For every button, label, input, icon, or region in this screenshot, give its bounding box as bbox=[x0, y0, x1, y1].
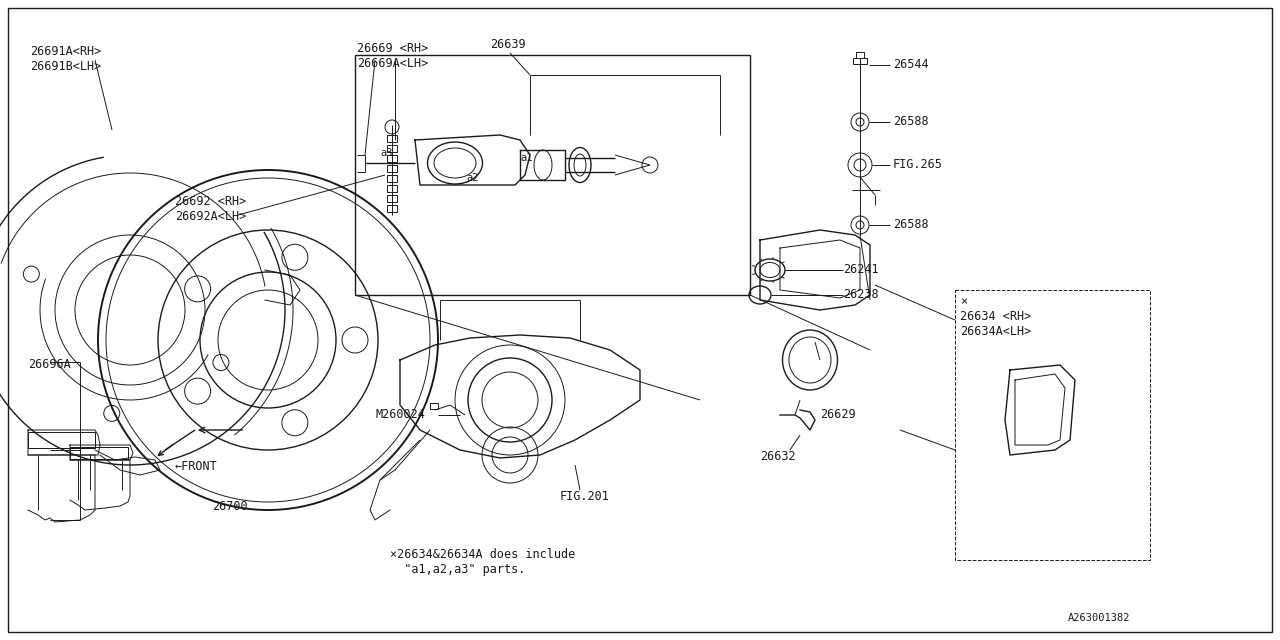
Text: 26588: 26588 bbox=[893, 115, 928, 128]
Text: 26588: 26588 bbox=[893, 218, 928, 231]
Bar bbox=[387, 205, 397, 212]
Bar bbox=[28, 432, 95, 448]
Bar bbox=[856, 52, 864, 58]
Bar bbox=[387, 165, 397, 172]
Text: 26700: 26700 bbox=[212, 500, 247, 513]
Text: 26634A<LH>: 26634A<LH> bbox=[960, 325, 1032, 338]
Text: 26692A<LH>: 26692A<LH> bbox=[175, 210, 246, 223]
Text: 26696A: 26696A bbox=[28, 358, 70, 371]
Bar bbox=[387, 185, 397, 192]
Text: FIG.201: FIG.201 bbox=[561, 490, 609, 503]
Text: ×: × bbox=[960, 295, 968, 308]
Text: 26691B<LH>: 26691B<LH> bbox=[29, 60, 101, 73]
Text: FIG.265: FIG.265 bbox=[893, 158, 943, 171]
Text: ×26634&26634A does include: ×26634&26634A does include bbox=[390, 548, 575, 561]
Text: 26669A<LH>: 26669A<LH> bbox=[357, 57, 429, 70]
Text: a1: a1 bbox=[520, 153, 532, 163]
Text: 26634 <RH>: 26634 <RH> bbox=[960, 310, 1032, 323]
Text: M260024: M260024 bbox=[375, 408, 425, 421]
Text: 26629: 26629 bbox=[820, 408, 855, 421]
Text: 26639: 26639 bbox=[490, 38, 526, 51]
Bar bbox=[387, 145, 397, 152]
Text: ←FRONT: ←FRONT bbox=[175, 460, 218, 473]
Text: 26241: 26241 bbox=[844, 263, 878, 276]
Text: 26669 <RH>: 26669 <RH> bbox=[357, 42, 429, 55]
Text: A263001382: A263001382 bbox=[1068, 613, 1130, 623]
Text: 26692 <RH>: 26692 <RH> bbox=[175, 195, 246, 208]
Bar bbox=[430, 403, 438, 409]
Bar bbox=[387, 195, 397, 202]
Text: a2: a2 bbox=[466, 173, 479, 183]
Text: 26544: 26544 bbox=[893, 58, 928, 71]
Text: 26691A<RH>: 26691A<RH> bbox=[29, 45, 101, 58]
Text: 26238: 26238 bbox=[844, 288, 878, 301]
Text: a3: a3 bbox=[380, 148, 393, 158]
Bar bbox=[387, 175, 397, 182]
Text: "a1,a2,a3" parts.: "a1,a2,a3" parts. bbox=[390, 563, 525, 576]
Bar bbox=[387, 155, 397, 162]
Bar bbox=[852, 58, 867, 64]
Bar bbox=[955, 290, 1149, 560]
Bar bbox=[387, 135, 397, 142]
Text: 26632: 26632 bbox=[760, 450, 796, 463]
Bar bbox=[70, 447, 128, 459]
Bar bbox=[355, 55, 750, 295]
